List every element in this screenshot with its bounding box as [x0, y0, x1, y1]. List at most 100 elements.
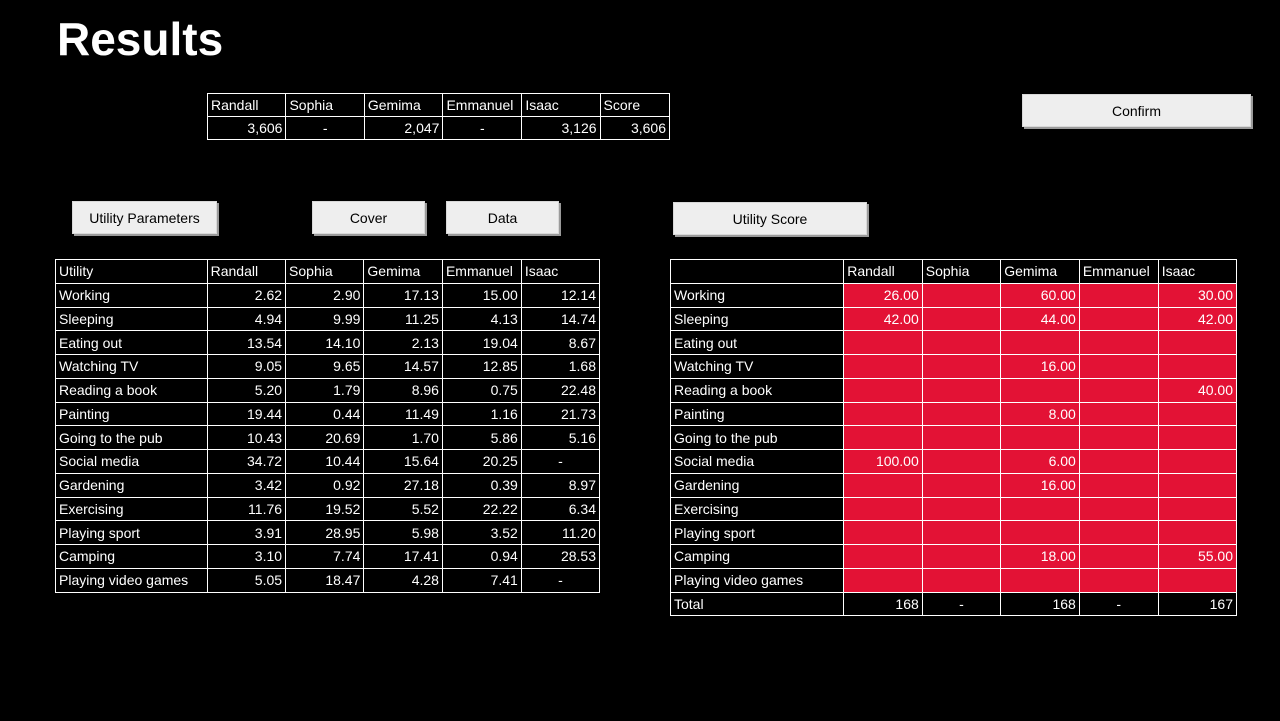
score-value-cell: 6.00 [1000, 449, 1080, 474]
score-row-label: Playing video games [669, 567, 845, 593]
utility-value-cell: 3.42 [206, 472, 287, 498]
score-value-cell [1078, 401, 1159, 427]
utility-value-cell: 0.44 [285, 401, 365, 427]
utility-value-cell: - [520, 567, 601, 593]
score-row-label: Working [669, 282, 845, 308]
score-value-cell [843, 354, 923, 379]
score-value-cell: 100.00 [843, 449, 923, 474]
utility-value-cell: 20.69 [285, 425, 365, 450]
utility-row-label: Playing video games [55, 567, 208, 593]
score-value-cell [921, 401, 1002, 427]
utility-score-table: Randall Sophia Gemima Emmanuel Isaac Wor… [669, 259, 1238, 617]
score-value-cell [921, 330, 1002, 355]
utility-value-cell: 8.96 [363, 377, 443, 403]
data-button[interactable]: Data [446, 201, 559, 234]
score-row-label: Social media [669, 449, 845, 474]
summary-value-isaac: 3,126 [521, 116, 601, 140]
cover-button[interactable]: Cover [312, 201, 425, 234]
utility-value-cell: 11.25 [363, 306, 443, 332]
summary-value-sophia: - [285, 116, 365, 140]
utility-value-cell: 3.91 [206, 520, 287, 545]
score-total-cell: - [921, 591, 1002, 617]
utility-row-label: Watching TV [55, 354, 208, 379]
utility-value-cell: 19.44 [206, 401, 287, 427]
score-total-cell: 168 [843, 591, 923, 617]
score-row: Social media 100.00 6.00 [669, 449, 1238, 474]
utility-row: Watching TV 9.05 9.65 14.57 12.85 1.68 [55, 354, 601, 379]
score-row: Reading a book 40.00 [669, 377, 1238, 403]
score-row: Exercising [669, 496, 1238, 522]
utility-row: Painting 19.44 0.44 11.49 1.16 21.73 [55, 401, 601, 427]
score-total-cell: 167 [1157, 591, 1238, 617]
utility-value-cell: 15.00 [441, 282, 522, 308]
score-value-cell: 26.00 [843, 282, 923, 308]
score-value-cell [1000, 377, 1080, 403]
utility-row: Reading a book 5.20 1.79 8.96 0.75 22.48 [55, 377, 601, 403]
score-value-cell [1000, 520, 1080, 545]
score-value-cell [921, 449, 1002, 474]
utility-value-cell: 5.98 [363, 520, 443, 545]
utility-value-cell: 28.53 [520, 544, 601, 569]
utility-row-label: Exercising [55, 496, 208, 522]
utility-value-cell: 17.41 [363, 544, 443, 569]
score-value-cell: 55.00 [1157, 544, 1238, 569]
utility-score-button[interactable]: Utility Score [673, 202, 867, 235]
score-header-emmanuel: Emmanuel [1078, 259, 1159, 284]
score-row: Camping 18.00 55.00 [669, 544, 1238, 569]
score-header-isaac: Isaac [1157, 259, 1238, 284]
score-value-cell [1000, 330, 1080, 355]
score-value-cell: 42.00 [843, 306, 923, 332]
utility-value-cell: 27.18 [363, 472, 443, 498]
score-row-label: Gardening [669, 472, 845, 498]
summary-header-sophia: Sophia [285, 93, 365, 117]
score-value-cell [1078, 425, 1159, 450]
utility-value-cell: 9.99 [285, 306, 365, 332]
score-row-label: Camping [669, 544, 845, 569]
summary-value-gemima: 2,047 [363, 116, 444, 140]
utility-value-cell: 1.68 [520, 354, 601, 379]
utility-row: Playing sport 3.91 28.95 5.98 3.52 11.20 [55, 520, 601, 545]
utility-value-cell: 8.97 [520, 472, 601, 498]
summary-value-emmanuel: - [442, 116, 523, 140]
utility-row-label: Painting [55, 401, 208, 427]
utility-value-cell: 5.20 [206, 377, 287, 403]
confirm-button[interactable]: Confirm [1022, 94, 1251, 127]
score-value-cell: 30.00 [1157, 282, 1238, 308]
score-value-cell: 60.00 [1000, 282, 1080, 308]
utility-value-cell: 3.10 [206, 544, 287, 569]
utility-value-cell: 10.44 [285, 449, 365, 474]
utility-value-cell: 34.72 [206, 449, 287, 474]
summary-table: Randall Sophia Gemima Emmanuel Isaac Sco… [206, 93, 671, 140]
utility-row-label: Eating out [55, 330, 208, 355]
utility-value-cell: 22.48 [520, 377, 601, 403]
score-value-cell [921, 520, 1002, 545]
utility-value-cell: 8.67 [520, 330, 601, 355]
score-value-cell [843, 330, 923, 355]
score-value-cell [1157, 472, 1238, 498]
score-value-cell [1078, 520, 1159, 545]
utility-value-cell: 28.95 [285, 520, 365, 545]
utility-value-cell: 2.13 [363, 330, 443, 355]
utility-parameters-button[interactable]: Utility Parameters [72, 201, 217, 234]
score-value-cell [1000, 425, 1080, 450]
summary-header-score: Score [599, 93, 671, 117]
score-value-cell [1078, 449, 1159, 474]
score-value-cell [843, 425, 923, 450]
utility-value-cell: 0.92 [285, 472, 365, 498]
score-header-sophia: Sophia [921, 259, 1002, 284]
score-value-cell: 18.00 [1000, 544, 1080, 569]
score-value-cell [1078, 472, 1159, 498]
score-value-cell [1078, 377, 1159, 403]
utility-value-cell: 4.13 [441, 306, 522, 332]
score-value-cell [843, 472, 923, 498]
score-row-label: Eating out [669, 330, 845, 355]
score-value-cell [843, 377, 923, 403]
score-value-cell [843, 401, 923, 427]
summary-header-gemima: Gemima [363, 93, 444, 117]
summary-value-score: 3,606 [599, 116, 671, 140]
score-value-cell [921, 496, 1002, 522]
score-row-label: Going to the pub [669, 425, 845, 450]
utility-row-label: Reading a book [55, 377, 208, 403]
utility-value-cell: 19.04 [441, 330, 522, 355]
score-header-randall: Randall [843, 259, 923, 284]
